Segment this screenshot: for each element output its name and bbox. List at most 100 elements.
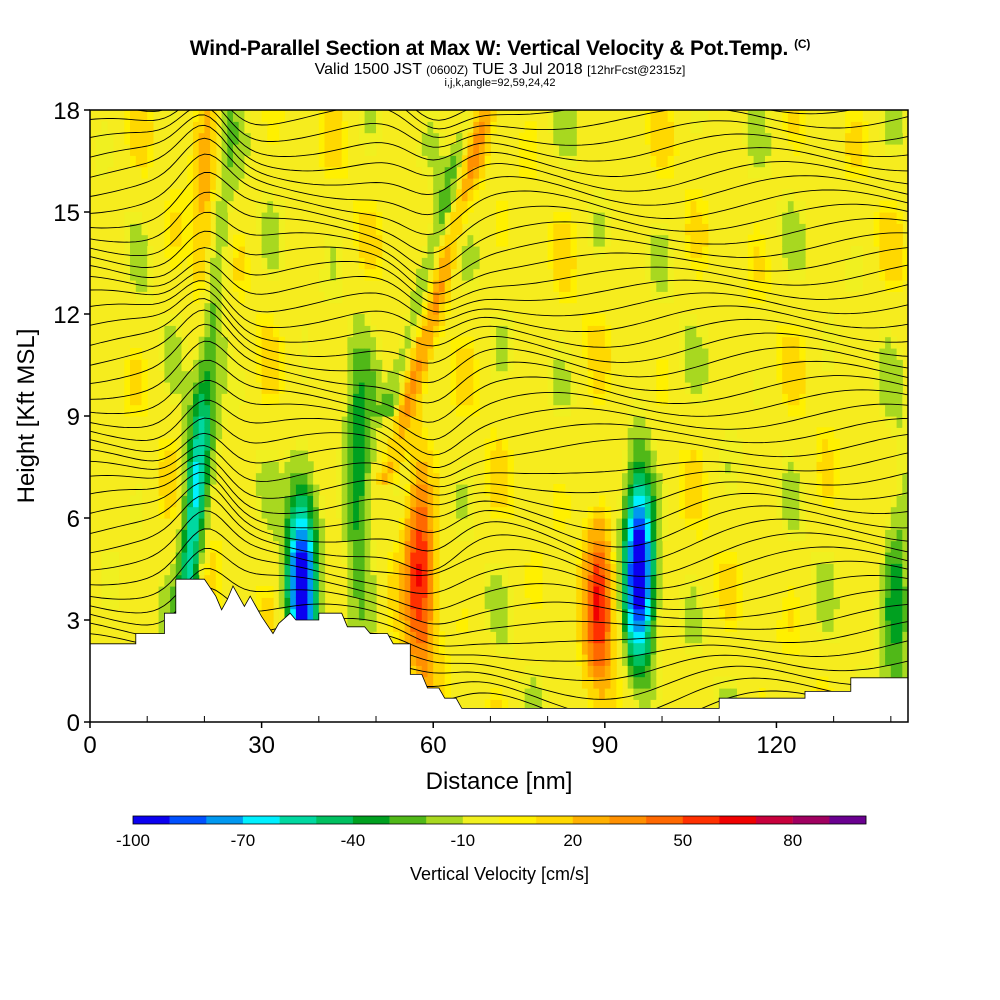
velocity-cell [141, 121, 148, 134]
theta-contour [90, 587, 908, 637]
velocity-cell [702, 631, 709, 644]
velocity-cell [124, 359, 131, 372]
velocity-cell [261, 382, 268, 394]
velocity-cell [393, 586, 400, 598]
velocity-cell [376, 246, 383, 258]
velocity-cell [662, 495, 669, 508]
velocity-cell [490, 370, 497, 383]
velocity-cell [873, 234, 880, 247]
velocity-cell [336, 132, 343, 145]
velocity-cell [204, 461, 211, 474]
velocity-cell [759, 144, 766, 156]
velocity-cell [656, 654, 663, 666]
velocity-cell [198, 155, 205, 168]
velocity-cell [364, 212, 371, 224]
velocity-cell [427, 540, 434, 553]
velocity-cell [358, 620, 366, 632]
velocity-cell [627, 563, 634, 576]
velocity-cell [581, 314, 589, 326]
velocity-cell [587, 382, 594, 394]
velocity-cell [890, 336, 898, 349]
velocity-cell [404, 608, 411, 621]
velocity-cell [444, 676, 451, 689]
velocity-cell [433, 540, 440, 553]
velocity-cell [759, 688, 766, 700]
velocity-cell [421, 586, 429, 598]
velocity-cell [130, 382, 137, 394]
velocity-cell [713, 676, 720, 689]
velocity-cell [879, 642, 886, 655]
velocity-cell [787, 495, 795, 508]
velocity-cell [187, 540, 194, 553]
velocity-cell [793, 121, 800, 134]
velocity-cell [650, 688, 657, 700]
velocity-cell [679, 336, 686, 349]
velocity-cell [627, 574, 634, 587]
velocity-cell [273, 461, 280, 474]
velocity-cell [604, 359, 612, 372]
velocity-cell [639, 597, 646, 610]
velocity-cell [341, 484, 348, 496]
velocity-cell [130, 246, 137, 258]
velocity-cell [627, 665, 634, 678]
velocity-cell [667, 166, 674, 179]
velocity-cell [845, 268, 852, 281]
velocity-cell [215, 189, 223, 202]
velocity-cell [559, 495, 566, 508]
velocity-cell [347, 370, 354, 383]
velocity-cell [622, 529, 629, 542]
velocity-cell [438, 144, 446, 156]
velocity-cell [175, 529, 183, 542]
velocity-cell [616, 688, 623, 700]
velocity-cell [273, 382, 280, 394]
velocity-cell [633, 620, 640, 632]
velocity-cell [787, 518, 795, 530]
velocity-cell [793, 132, 800, 145]
velocity-cell [341, 450, 348, 462]
velocity-cell [141, 223, 148, 236]
velocity-cell [198, 427, 205, 440]
velocity-cell [885, 608, 892, 621]
velocity-cell [633, 416, 640, 428]
velocity-cell [341, 166, 348, 179]
velocity-cell [318, 518, 326, 530]
velocity-cell [639, 552, 646, 564]
velocity-cell [301, 348, 308, 360]
y-tick-label: 0 [67, 710, 80, 737]
velocity-cell [370, 563, 377, 576]
velocity-cell [438, 291, 446, 304]
velocity-cell [370, 552, 377, 564]
velocity-cell [353, 359, 360, 372]
velocity-cell [753, 382, 760, 394]
velocity-cell [622, 484, 629, 496]
velocity-cell [793, 597, 800, 610]
velocity-cell [799, 393, 806, 406]
velocity-cell [170, 461, 177, 474]
velocity-cell [313, 495, 320, 508]
velocity-cell [662, 246, 669, 258]
velocity-cell [553, 212, 560, 224]
velocity-cell [198, 540, 205, 553]
velocity-cell [221, 178, 228, 190]
velocity-cell [376, 110, 383, 122]
y-tick-label: 6 [67, 506, 80, 533]
velocity-cell [95, 166, 102, 179]
velocity-cell [238, 178, 245, 190]
velocity-cell [393, 393, 400, 406]
velocity-cell [501, 586, 509, 598]
velocity-cell [599, 382, 606, 394]
velocity-cell [170, 484, 177, 496]
velocity-cell [456, 132, 463, 145]
velocity-cell [358, 608, 366, 621]
velocity-cell [650, 665, 657, 678]
velocity-cell [690, 586, 697, 598]
velocity-cell [570, 246, 577, 258]
velocity-cell [902, 121, 908, 134]
velocity-cell [787, 631, 795, 644]
velocity-cell [107, 597, 114, 610]
velocity-cell [141, 246, 148, 258]
velocity-cell [404, 382, 411, 394]
velocity-cell [696, 234, 703, 247]
velocity-cell [410, 563, 417, 576]
velocity-cell [650, 552, 657, 564]
